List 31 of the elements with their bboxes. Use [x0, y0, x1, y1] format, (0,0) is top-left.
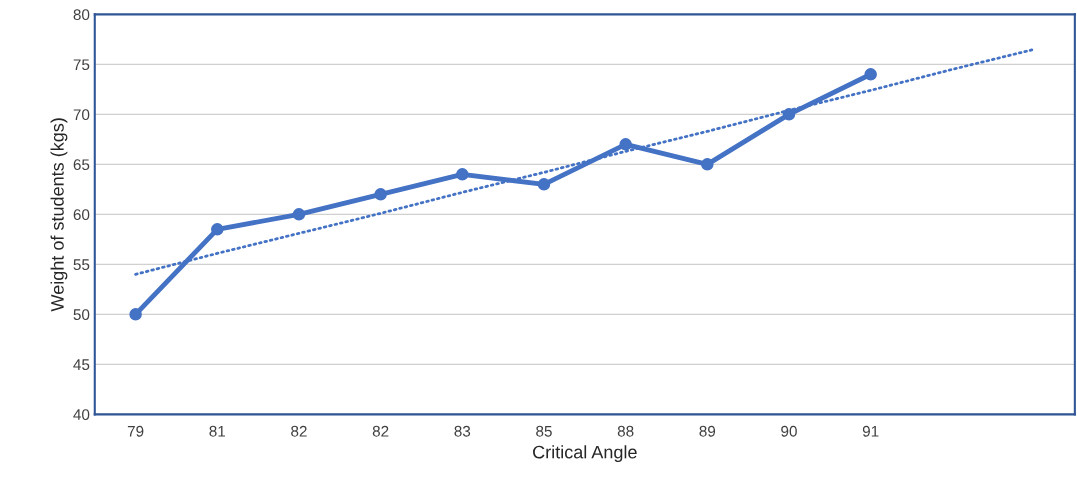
point — [292, 208, 306, 221]
y-tick-label: 50 — [73, 309, 90, 321]
point — [211, 223, 224, 236]
y-tick-label: 65 — [73, 159, 90, 171]
point — [782, 108, 796, 121]
x-tick-label: 89 — [699, 425, 716, 437]
y-tick-label: 80 — [73, 9, 90, 21]
x-axis-title: Critical Angle — [533, 445, 637, 463]
y-tick-label: 55 — [73, 259, 90, 271]
x-tick-label: 85 — [536, 425, 552, 437]
point — [456, 168, 469, 181]
x-tick-label: 90 — [781, 425, 797, 437]
point — [701, 158, 714, 171]
x-tick-label: 83 — [454, 425, 471, 437]
y-tick-label: 45 — [73, 359, 90, 371]
y-tick-label: 70 — [73, 109, 90, 121]
x-tick-label: 79 — [127, 425, 144, 437]
y-tick-label: 75 — [73, 59, 90, 71]
point — [619, 138, 632, 151]
point — [864, 68, 877, 81]
x-tick-label: 82 — [372, 425, 389, 437]
y-tick-label: 60 — [73, 209, 90, 221]
x-tick-label: 82 — [291, 425, 307, 437]
point — [129, 308, 142, 321]
y-axis-title: Weight of students (kgs) — [50, 118, 68, 312]
x-tick-label: 81 — [209, 425, 226, 437]
point — [537, 178, 551, 191]
y-tick-label: 40 — [73, 409, 90, 421]
point — [374, 188, 387, 201]
x-tick-label: 88 — [617, 425, 634, 437]
x-tick-label: 91 — [862, 425, 879, 437]
